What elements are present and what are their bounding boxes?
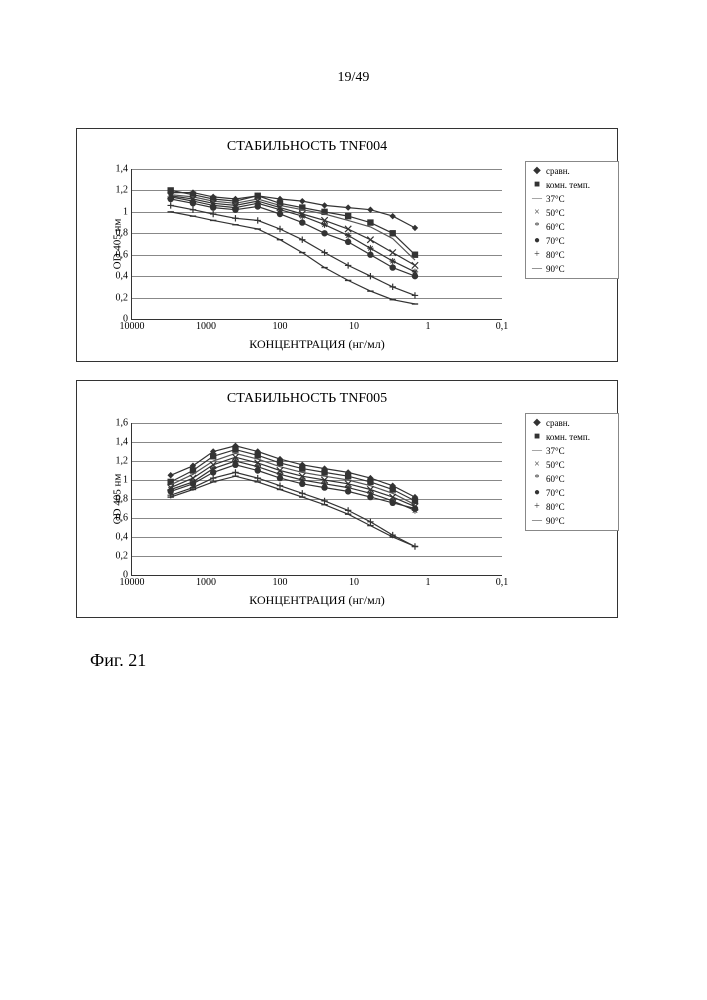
x-tick-label: 0,1 [496, 575, 509, 588]
y-axis-label: OD 405 нм [111, 219, 123, 270]
legend-marker-icon: — [528, 192, 546, 206]
y-tick-label: 0,4 [116, 271, 133, 282]
y-tick-label: 1 [123, 475, 132, 486]
legend-item: —90°C [528, 262, 616, 276]
legend-item: ■комн. темп. [528, 178, 616, 192]
legend-label: 50°C [546, 458, 616, 472]
legend-label: 80°C [546, 500, 616, 514]
legend-marker-icon: × [528, 206, 546, 220]
y-tick-label: 1,4 [116, 164, 133, 175]
legend-label: сравн. [546, 164, 616, 178]
legend-label: 70°C [546, 234, 616, 248]
legend-marker-icon: + [528, 500, 546, 514]
chart-title: СТАБИЛЬНОСТЬ TNF004 [77, 139, 537, 155]
legend-item: —90°C [528, 514, 616, 528]
page-number: 19/49 [0, 70, 707, 86]
legend-item: —37°C [528, 192, 616, 206]
x-tick-label: 10000 [120, 575, 145, 588]
legend-label: 37°C [546, 192, 616, 206]
series-svg [132, 423, 502, 575]
x-axis-label: КОНЦЕНТРАЦИЯ (нг/мл) [132, 593, 502, 608]
legend-label: сравн. [546, 416, 616, 430]
x-tick-label: 1000 [196, 319, 216, 332]
legend-marker-icon: — [528, 514, 546, 528]
x-axis-label: КОНЦЕНТРАЦИЯ (нг/мл) [132, 337, 502, 352]
legend-label: 50°C [546, 206, 616, 220]
y-tick-label: 0,2 [116, 551, 133, 562]
legend-item: ×50°C [528, 206, 616, 220]
legend-item: +80°C [528, 500, 616, 514]
x-tick-label: 100 [273, 575, 288, 588]
legend-item: ●70°C [528, 486, 616, 500]
legend-item: ■комн. темп. [528, 430, 616, 444]
legend-label: 70°C [546, 486, 616, 500]
y-tick-label: 1,2 [116, 185, 133, 196]
legend-marker-icon: ◆ [528, 164, 546, 178]
legend-marker-icon: ◆ [528, 416, 546, 430]
legend-label: 80°C [546, 248, 616, 262]
figure-caption: Фиг. 21 [90, 650, 146, 671]
legend-marker-icon: ■ [528, 178, 546, 192]
legend-item: *60°C [528, 472, 616, 486]
plot-area: 00,20,40,60,811,21,41000010001001010,1OD… [131, 169, 502, 320]
legend-label: 60°C [546, 472, 616, 486]
legend-item: ◆сравн. [528, 164, 616, 178]
legend-label: 37°C [546, 444, 616, 458]
legend-item: ●70°C [528, 234, 616, 248]
legend-marker-icon: * [528, 220, 546, 234]
legend-item: ×50°C [528, 458, 616, 472]
x-tick-label: 1 [426, 575, 431, 588]
y-tick-label: 1,4 [116, 437, 133, 448]
y-tick-label: 0,2 [116, 292, 133, 303]
legend-marker-icon: × [528, 458, 546, 472]
legend-label: 90°C [546, 262, 616, 276]
chart2-panel: СТАБИЛЬНОСТЬ TNF005 00,20,40,60,811,21,41… [76, 380, 618, 618]
y-tick-label: 1,6 [116, 418, 133, 429]
x-tick-label: 10 [349, 319, 359, 332]
y-axis-label: OD 405 нм [111, 474, 123, 525]
y-tick-label: 0,4 [116, 532, 133, 543]
legend-marker-icon: ● [528, 234, 546, 248]
chart-title: СТАБИЛЬНОСТЬ TNF005 [77, 391, 537, 407]
y-tick-label: 1 [123, 206, 132, 217]
legend-marker-icon: — [528, 444, 546, 458]
x-tick-label: 1 [426, 319, 431, 332]
legend-marker-icon: + [528, 248, 546, 262]
legend-label: 90°C [546, 514, 616, 528]
legend-label: комн. темп. [546, 430, 616, 444]
y-tick-label: 1,2 [116, 456, 133, 467]
x-tick-label: 10 [349, 575, 359, 588]
legend-item: +80°C [528, 248, 616, 262]
plot-area: 00,20,40,60,811,21,41,61000010001001010,… [131, 423, 502, 576]
x-tick-label: 100 [273, 319, 288, 332]
legend-marker-icon: — [528, 262, 546, 276]
legend-label: комн. темп. [546, 178, 616, 192]
legend-marker-icon: ● [528, 486, 546, 500]
legend-item: —37°C [528, 444, 616, 458]
x-tick-label: 10000 [120, 319, 145, 332]
series-svg [132, 169, 502, 319]
legend-marker-icon: ■ [528, 430, 546, 444]
legend: ◆сравн.■комн. темп.—37°C×50°C*60°C●70°C+… [525, 413, 619, 531]
legend-marker-icon: * [528, 472, 546, 486]
legend: ◆сравн.■комн. темп.—37°C×50°C*60°C●70°C+… [525, 161, 619, 279]
legend-item: *60°C [528, 220, 616, 234]
legend-label: 60°C [546, 220, 616, 234]
chart1-panel: СТАБИЛЬНОСТЬ TNF004 00,20,40,60,811,21,41… [76, 128, 618, 362]
x-tick-label: 0,1 [496, 319, 509, 332]
legend-item: ◆сравн. [528, 416, 616, 430]
x-tick-label: 1000 [196, 575, 216, 588]
